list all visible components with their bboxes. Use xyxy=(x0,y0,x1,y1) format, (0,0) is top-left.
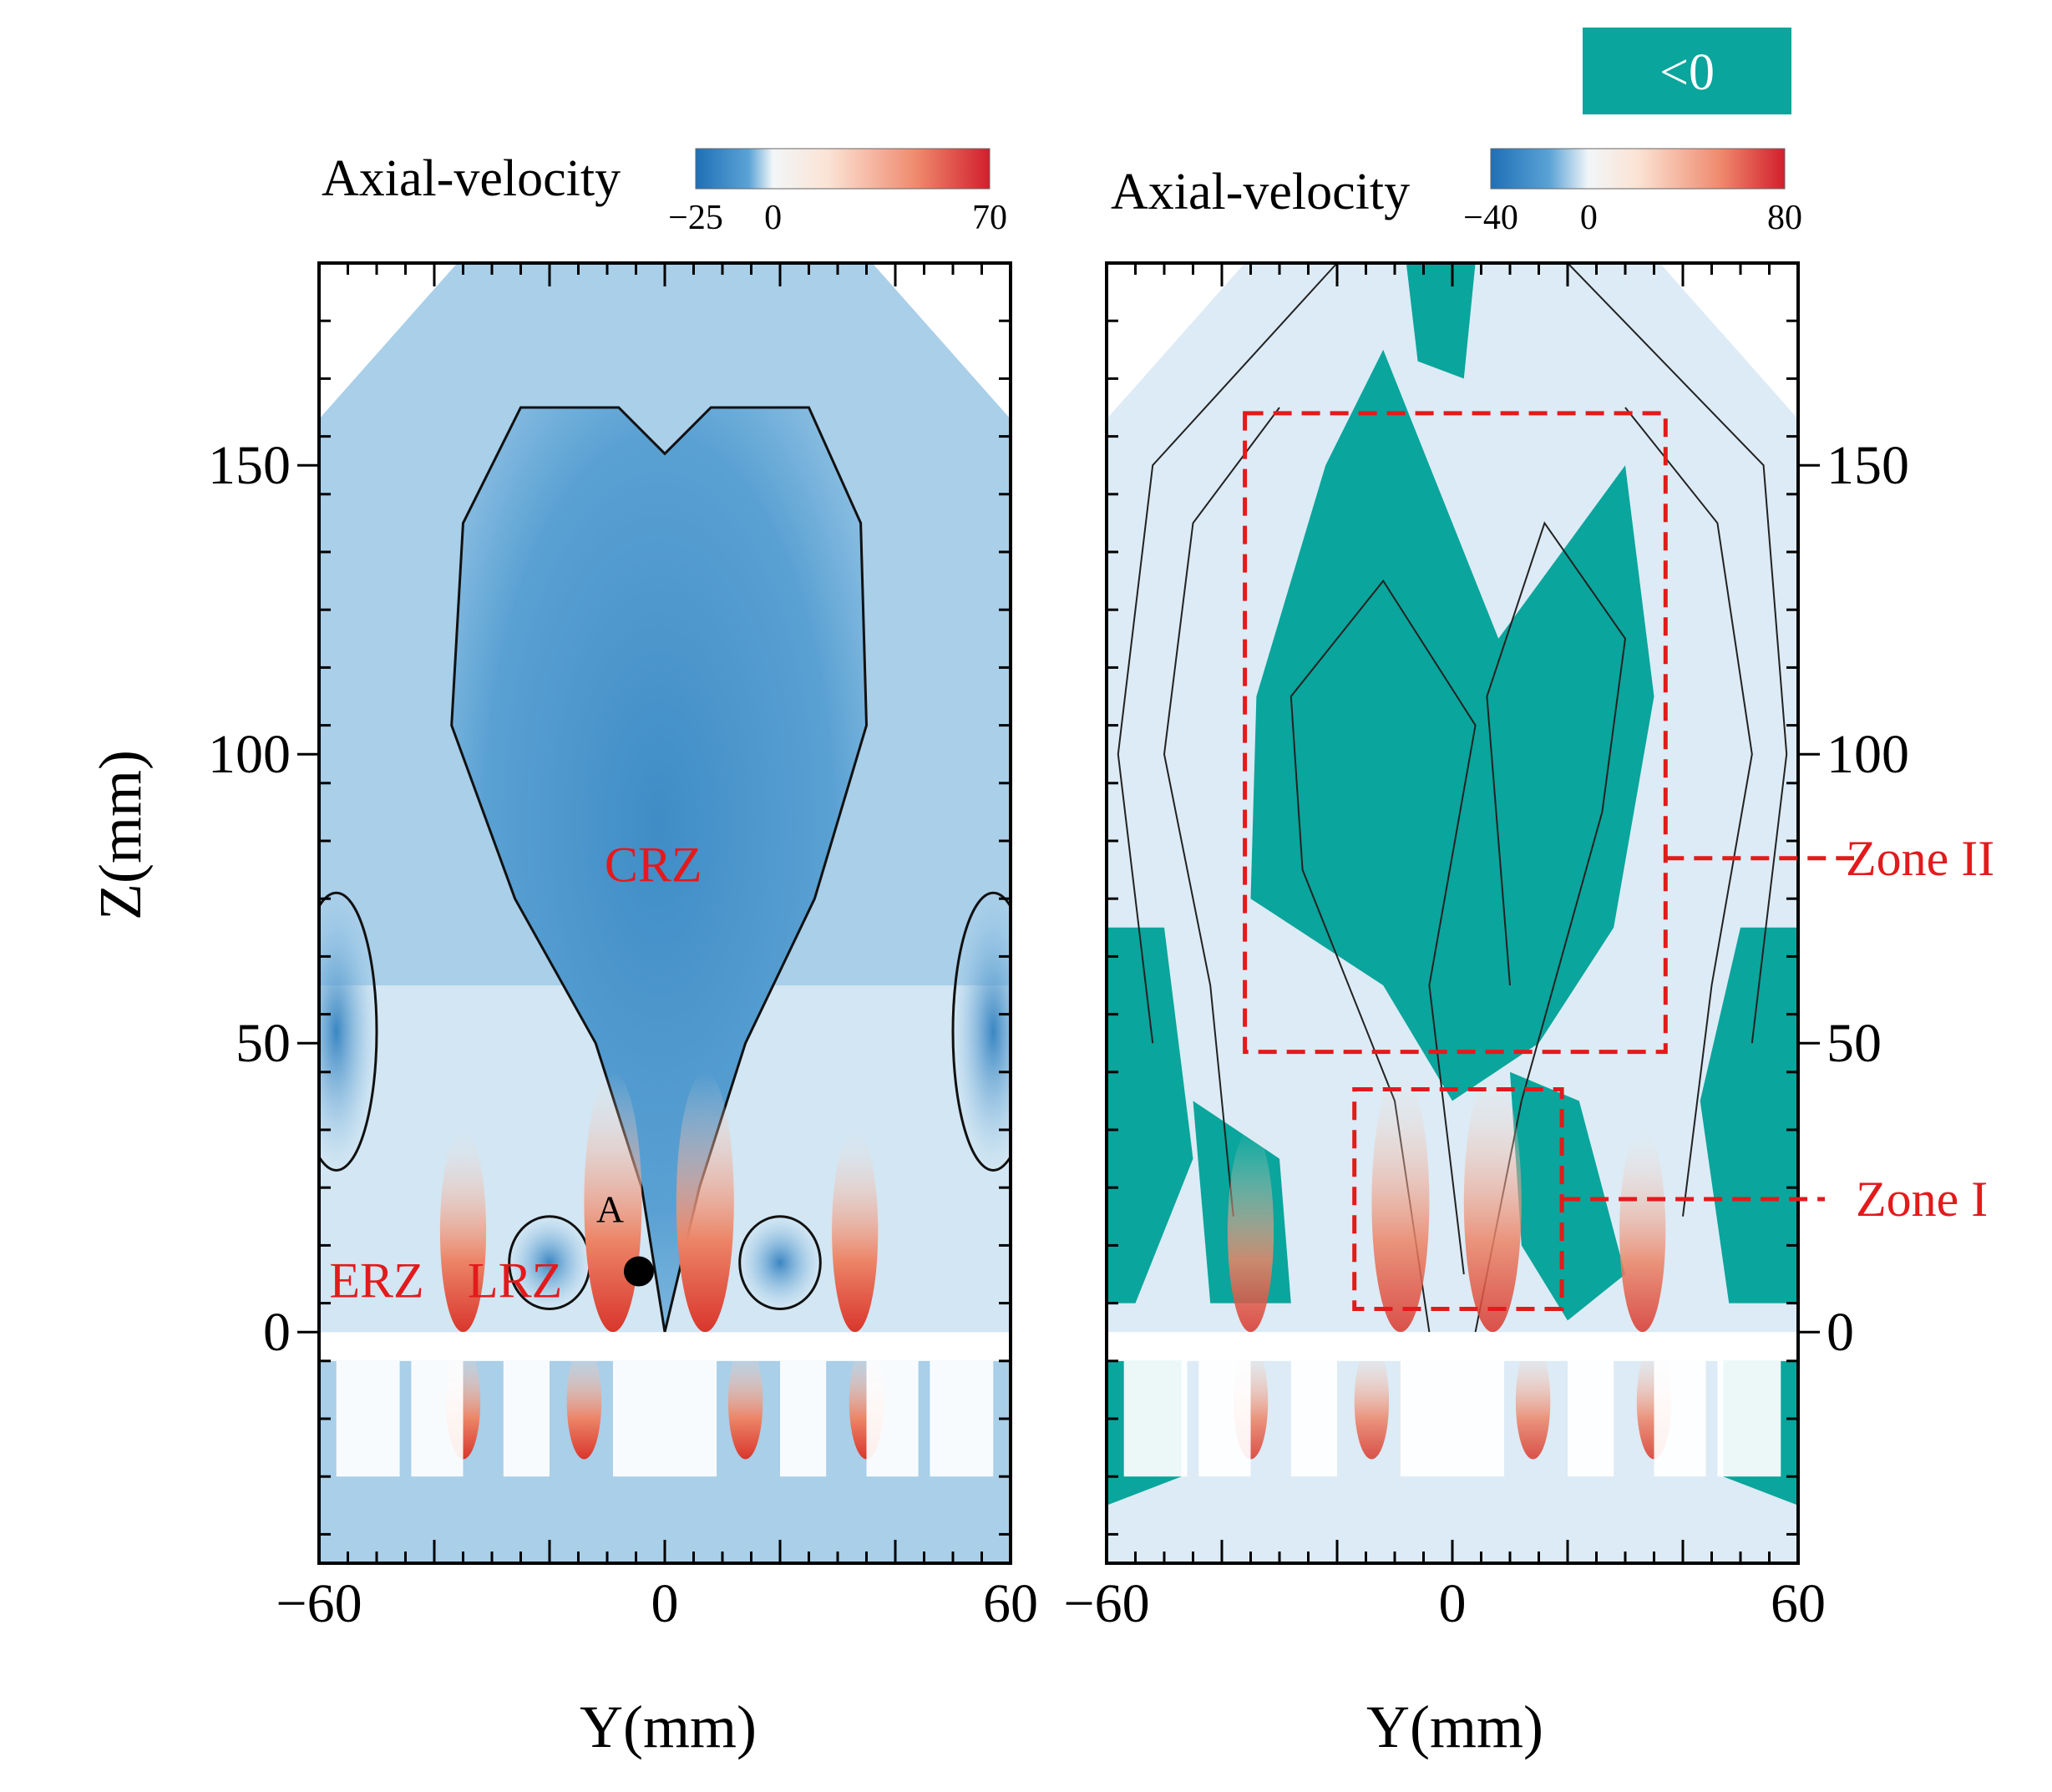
right-zones: Zone II Zone I xyxy=(1243,411,1994,1312)
annotation-a: A xyxy=(596,1188,624,1231)
left-jet xyxy=(832,1130,879,1333)
right-colorbar-tick-label: 0 xyxy=(1580,199,1598,237)
right-jet xyxy=(1515,1344,1551,1460)
annotation-erz: ERZ xyxy=(329,1253,423,1309)
right-y-tick-label: 50 xyxy=(1827,1013,1882,1074)
crz-region xyxy=(451,408,867,1333)
streamline xyxy=(1289,579,1477,1333)
right-jet xyxy=(1463,1071,1522,1333)
left-colorbar xyxy=(695,148,991,190)
right-dump-plane xyxy=(1107,1332,1798,1361)
left-x-tick-label: −60 xyxy=(276,1573,362,1634)
left-jet xyxy=(566,1344,602,1460)
negative-velocity-patch xyxy=(1250,349,1654,1101)
right-colorbar-tick-label: 80 xyxy=(1767,199,1802,237)
left-injector-block xyxy=(612,1360,717,1477)
colorbars: −25 0 70 −40 0 80 xyxy=(668,148,1802,237)
left-injector-block xyxy=(411,1360,464,1477)
left-x-tick-label: 0 xyxy=(651,1573,679,1634)
streamline xyxy=(1117,263,1338,1044)
negative-region-swatch xyxy=(1583,28,1791,114)
left-colorbar-tick-label: 0 xyxy=(764,199,782,237)
right-colorbar-label: Axial-velocity xyxy=(1111,164,1410,220)
right-jet xyxy=(1354,1344,1390,1460)
left-velocity-field xyxy=(319,263,1011,1563)
right-axes: −60 0 60 0 50 100 150 xyxy=(1063,261,1909,1634)
recirculation-zone xyxy=(951,891,1011,1172)
right-colorbar-tick-label: −40 xyxy=(1463,199,1518,237)
left-colorbar-label: Axial-velocity xyxy=(322,150,621,207)
left-injector-block xyxy=(866,1360,919,1477)
left-x-tick-label: 60 xyxy=(983,1573,1038,1634)
left-jet xyxy=(439,1130,487,1333)
left-ylabel: Z(mm) xyxy=(87,750,154,920)
left-annotations: CRZ ERZ LRZ A xyxy=(329,837,702,1308)
right-x-tick-label: −60 xyxy=(1063,1573,1149,1634)
zone-label: Zone I xyxy=(1856,1172,1988,1227)
right-jet xyxy=(1619,1130,1666,1333)
streamline xyxy=(1624,407,1753,1217)
crz-contour-line xyxy=(450,406,869,1333)
zone-label: Zone II xyxy=(1846,831,1994,886)
left-injector-block xyxy=(503,1360,550,1477)
recirculation-zone xyxy=(319,891,378,1172)
right-y-tick-label: 100 xyxy=(1827,724,1909,785)
left-axes: −60 0 60 0 50 100 150 xyxy=(208,261,1038,1634)
point-a-marker xyxy=(623,1256,654,1287)
right-colorbar xyxy=(1490,148,1786,190)
negative-region-label: <0 xyxy=(1659,44,1715,101)
streamline xyxy=(1163,407,1280,1217)
left-colorbar-tick-label: 70 xyxy=(972,199,1007,237)
negative-velocity-patch xyxy=(1107,927,1193,1304)
right-y-tick-label: 0 xyxy=(1827,1302,1854,1363)
recirculation-zone xyxy=(738,1215,822,1311)
right-jet xyxy=(1227,1130,1274,1333)
right-x-tick-label: 60 xyxy=(1771,1573,1826,1634)
left-jet xyxy=(727,1344,763,1460)
right-injector-block xyxy=(1568,1360,1614,1477)
right-jet xyxy=(1371,1071,1430,1333)
right-injector-block xyxy=(1717,1360,1781,1477)
right-injector-block xyxy=(1123,1360,1188,1477)
right-injector-block xyxy=(1400,1360,1505,1477)
right-injector-block xyxy=(1654,1360,1706,1477)
negative-velocity-patch xyxy=(1510,1071,1625,1321)
left-dump-plane xyxy=(319,1332,1011,1361)
left-panel: −60 0 60 0 50 100 150 CRZ ERZ LRZ A xyxy=(208,261,1038,1634)
right-injector-block xyxy=(1290,1360,1337,1477)
left-colorbar-tick-label: −25 xyxy=(668,199,723,237)
right-y-tick-label: 150 xyxy=(1827,435,1909,496)
left-y-tick-label: 50 xyxy=(236,1013,291,1074)
negative-velocity-patch xyxy=(1406,263,1476,379)
streamline xyxy=(1567,263,1788,1044)
right-injector-block xyxy=(1198,1360,1251,1477)
negative-velocity-patch xyxy=(1700,927,1798,1304)
streamline xyxy=(1474,521,1627,1333)
right-panel: −60 0 60 0 50 100 150 Zone II Zone I xyxy=(1063,261,1994,1634)
left-injector-block xyxy=(930,1360,994,1477)
left-injector-block xyxy=(336,1360,400,1477)
annotation-lrz: LRZ xyxy=(468,1253,562,1309)
left-y-tick-label: 0 xyxy=(263,1302,291,1363)
left-jet xyxy=(676,1071,734,1333)
right-velocity-field xyxy=(1107,263,1798,1563)
left-y-tick-label: 100 xyxy=(208,724,291,785)
annotation-crz: CRZ xyxy=(605,837,702,892)
negative-region-legend: <0 xyxy=(1583,28,1791,114)
left-injector-block xyxy=(780,1360,827,1477)
zone-box xyxy=(1243,411,1668,1055)
right-xlabel: Y(mm) xyxy=(1366,1693,1543,1760)
left-y-tick-label: 150 xyxy=(208,435,291,496)
left-xlabel: Y(mm) xyxy=(580,1693,757,1760)
right-x-tick-label: 0 xyxy=(1439,1573,1467,1634)
